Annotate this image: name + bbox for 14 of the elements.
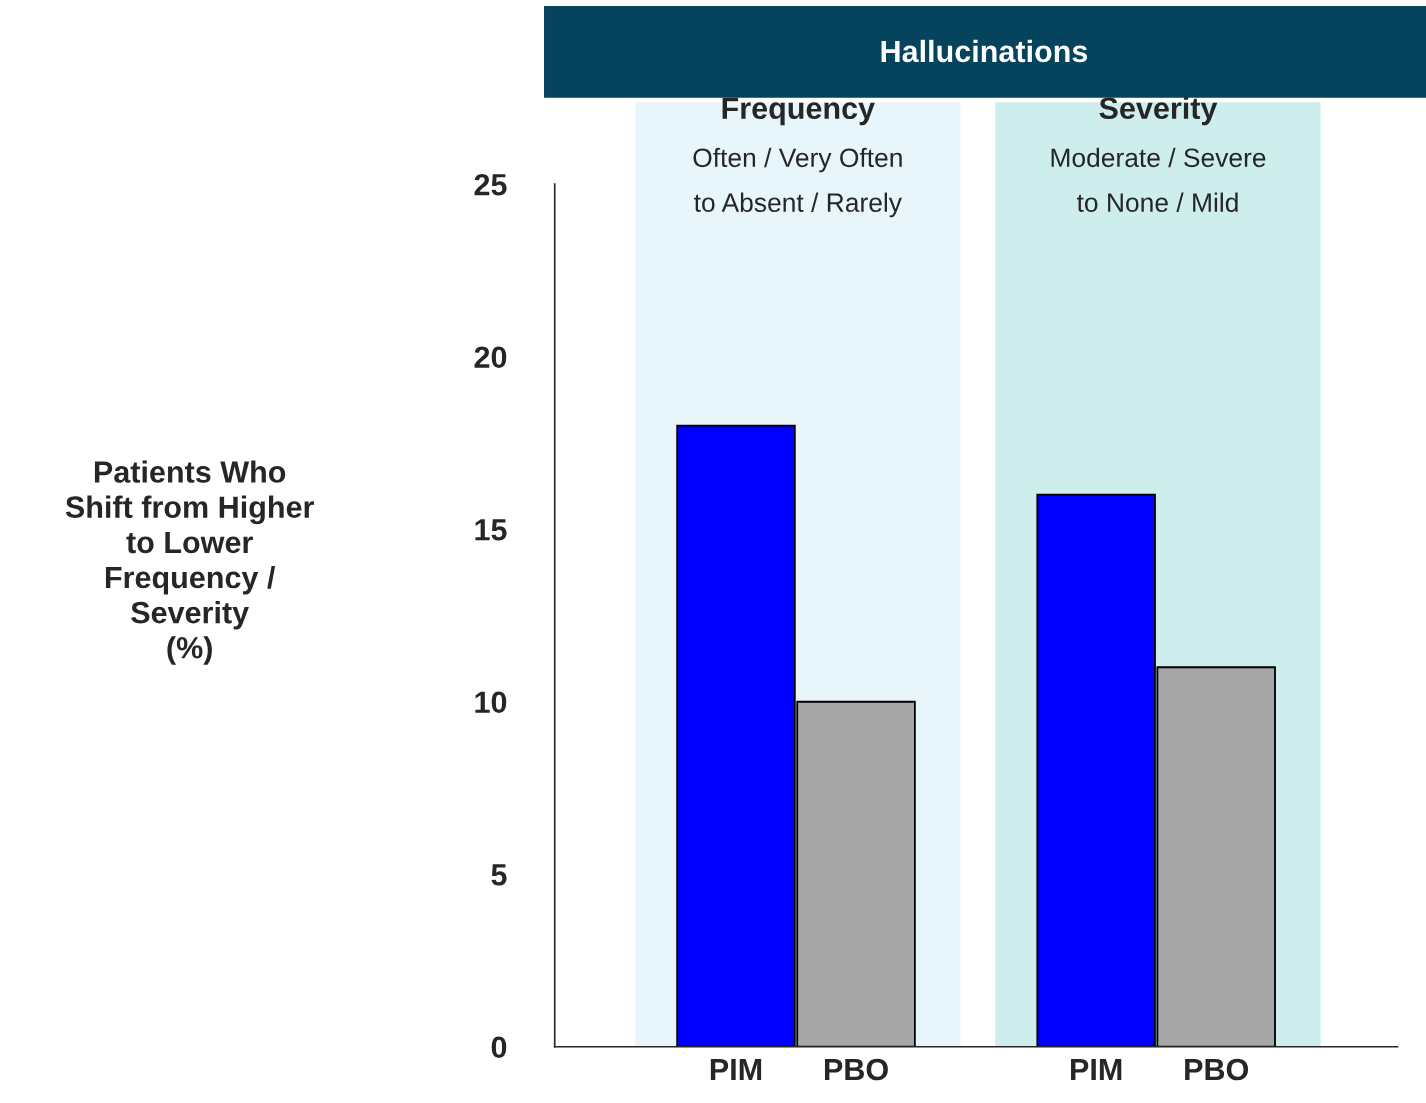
- y-tick-label: 25: [474, 173, 507, 196]
- text: Patients Who Shift from Higher to Lower Frequency / Severity (%): [65, 460, 314, 665]
- annotation: Frequency Often / Very Often to Absent / Rarely: [693, 97, 902, 218]
- x-tick-label: PBO: [1185, 1058, 1249, 1081]
- y-tick-label: 0: [491, 1036, 507, 1059]
- annotation: Severity Moderate / Severe to None / Mild: [1051, 96, 1266, 212]
- y-tick-label: 20: [474, 346, 507, 369]
- x-tick-label: PIM: [710, 1058, 762, 1080]
- x-tick-label: PIM: [1071, 1058, 1122, 1080]
- y-tick-label: 15: [475, 519, 507, 541]
- chart-title: Hallucinations: [881, 39, 1088, 63]
- x-tick-label: PBO: [824, 1058, 888, 1081]
- y-tick-label: 10: [475, 691, 507, 714]
- y-tick-label: 5: [491, 864, 507, 886]
